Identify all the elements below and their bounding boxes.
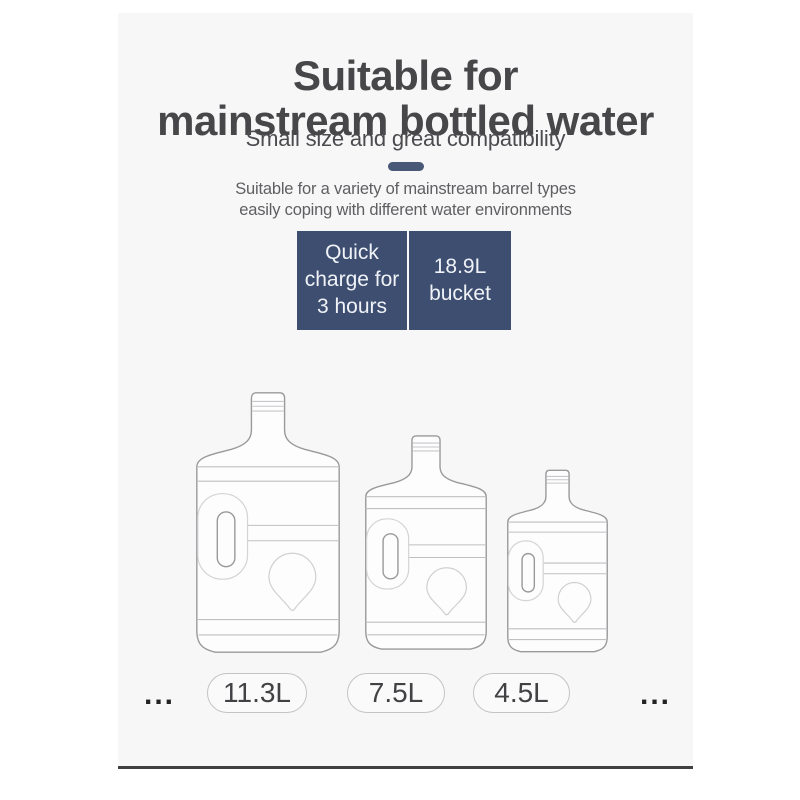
ellipsis-right: ...: [640, 678, 672, 711]
title-line-1: Suitable for: [292, 52, 519, 100]
bucket-size-badge: 18.9L bucket: [407, 231, 511, 330]
description-line-1: Suitable for a variety of mainstream bar…: [235, 180, 576, 198]
content-card: Suitable for mainstream bottled water Sm…: [118, 13, 693, 769]
ellipsis-left: ...: [144, 678, 176, 711]
water-bottle-icon-medium: [365, 435, 487, 650]
quick-charge-line-2: charge for: [304, 268, 400, 292]
water-bottle-icon-small: [507, 469, 608, 653]
capacity-label-4-5l: 4.5L: [473, 673, 570, 713]
bucket-line-2: bucket: [429, 281, 491, 305]
divider-dash: [387, 162, 424, 171]
capacity-label-11-3l: 11.3L: [207, 673, 307, 713]
bucket-line-1: 18.9L: [433, 254, 487, 278]
description-line-2: easily coping with different water envir…: [239, 201, 572, 219]
title-line-2: mainstream bottled water: [157, 97, 654, 145]
feature-badge: Quick charge for 3 hours 18.9L bucket: [297, 231, 511, 330]
capacity-label-7-5l: 7.5L: [347, 673, 445, 713]
quick-charge-badge: Quick charge for 3 hours: [297, 231, 407, 330]
description: Suitable for a variety of mainstream bar…: [118, 179, 693, 221]
page-title: Suitable for mainstream bottled water: [118, 53, 693, 144]
quick-charge-line-3: 3 hours: [316, 294, 388, 318]
quick-charge-line-1: Quick: [325, 241, 379, 265]
subtitle: Small size and great compatibility: [245, 126, 566, 151]
water-bottle-icon-large: [196, 392, 340, 653]
